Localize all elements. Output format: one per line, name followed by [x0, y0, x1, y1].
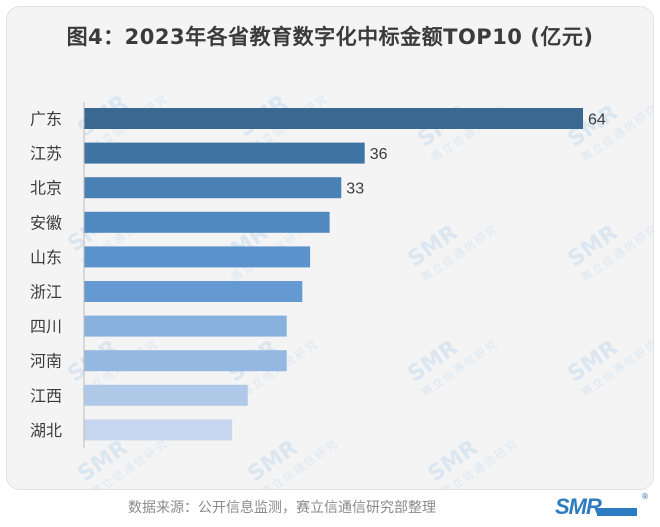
category-label: 江西 — [30, 386, 62, 405]
category-label: 北京 — [30, 179, 62, 198]
bar-6 — [84, 281, 303, 302]
category-label: 安徽 — [30, 213, 62, 232]
bar-1 — [84, 108, 583, 129]
bar-4 — [84, 211, 330, 233]
bar-9 — [84, 384, 248, 406]
bar-10 — [84, 419, 233, 441]
smr-logo: SMR ® — [555, 492, 649, 519]
category-label: 湖北 — [30, 421, 62, 440]
logo-bar — [597, 508, 637, 516]
category-label: 河南 — [30, 352, 62, 371]
bar-5 — [84, 246, 311, 268]
category-label: 广东 — [30, 110, 62, 129]
bar-7 — [84, 315, 287, 337]
category-label: 浙江 — [30, 283, 62, 302]
logo-text: SMR — [555, 494, 602, 519]
bar-3 — [84, 177, 342, 199]
category-label: 山东 — [30, 248, 62, 267]
bar-8 — [84, 350, 287, 372]
category-label: 四川 — [30, 317, 62, 336]
logo-registered-mark: ® — [641, 492, 649, 501]
bar-2 — [84, 142, 365, 164]
data-label: 33 — [346, 181, 364, 198]
data-label: 36 — [370, 146, 388, 163]
chart-title: 图4：2023年各省教育数字化中标金额TOP10 (亿元) — [66, 25, 594, 49]
data-label: 64 — [588, 112, 606, 129]
footer: 数据来源：公开信息监测，赛立信通信研究部整理 SMR ® — [0, 488, 660, 527]
data-source: 数据来源：公开信息监测，赛立信通信研究部整理 — [128, 500, 436, 516]
category-label: 江苏 — [30, 144, 62, 163]
